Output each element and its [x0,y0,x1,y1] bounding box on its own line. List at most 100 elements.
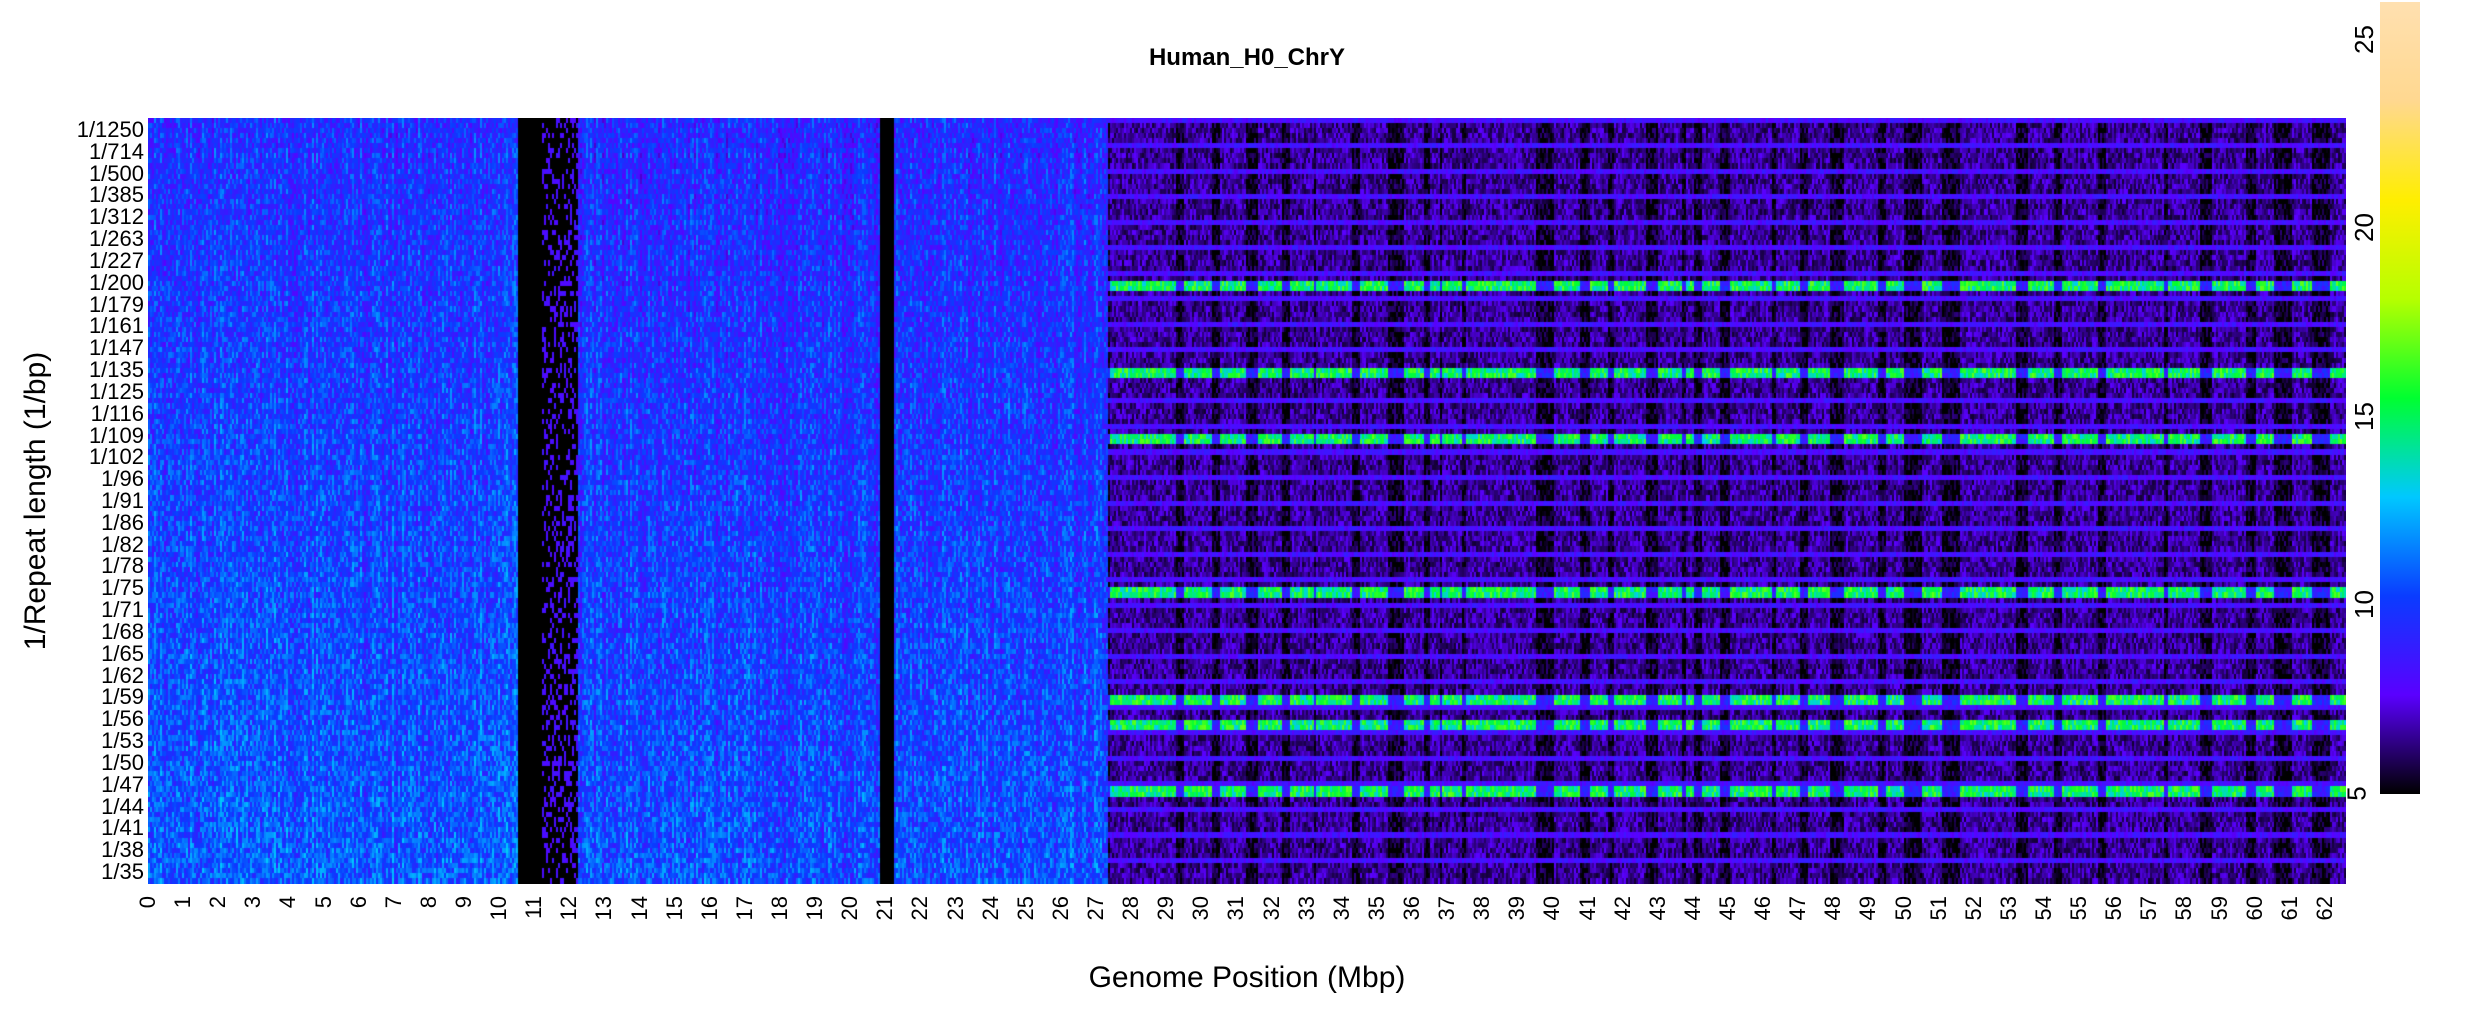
y-tick-label: 1/62 [101,662,144,688]
y-tick-label: 1/1250 [76,117,144,142]
y-tick-label: 1/714 [88,138,144,164]
heatmap-canvas [148,118,2346,884]
x-tick-label: 0 [135,896,160,909]
x-tick-label: 32 [1258,896,1284,921]
x-tick-label: 28 [1118,896,1144,921]
y-tick-label: 1/102 [88,444,144,470]
y-tick-label: 1/263 [88,226,144,252]
x-tick-label: 22 [907,896,933,921]
colorbar-tick-label: 15 [2348,401,2379,431]
colorbar [2380,2,2420,794]
x-tick-label: 44 [1679,896,1705,921]
y-tick-label: 1/68 [101,618,144,644]
y-tick-label: 1/78 [101,553,144,579]
y-tick-label: 1/161 [88,313,144,339]
y-tick-label: 1/53 [101,728,144,754]
x-tick-label: 3 [240,896,266,909]
x-tick-label: 61 [2276,896,2302,921]
y-tick-label: 1/56 [101,706,144,732]
y-tick-label: 1/41 [101,815,144,841]
x-tick-label: 13 [591,896,617,921]
x-tick-label: 12 [556,896,582,921]
colorbar-tick-label: 5 [2341,786,2372,801]
x-tick-label: 27 [1083,896,1109,921]
x-axis-label: Genome Position (Mbp) [1088,961,1406,994]
x-tick-label: 43 [1644,896,1670,921]
x-tick-label: 55 [2066,896,2092,921]
y-tick-label: 1/179 [88,291,144,317]
x-tick-label: 8 [415,896,441,909]
y-tick-label: 1/59 [101,684,144,710]
x-tick-label: 1 [170,896,196,909]
x-tick-label: 54 [2031,896,2057,921]
y-tick-label: 1/135 [88,357,144,383]
y-tick-label: 1/71 [101,597,144,623]
x-tick-label: 56 [2101,896,2127,921]
x-tick-label: 36 [1399,896,1425,921]
x-tick-label: 14 [626,896,652,921]
y-tick-label: 1/96 [101,466,144,492]
y-axis-label: 1/Repeat length (1/bp) [19,351,52,651]
x-tick-label: 30 [1188,896,1214,921]
y-tick-label: 1/35 [101,859,144,884]
x-tick-label: 57 [2136,896,2162,921]
x-tick-label: 15 [661,896,687,921]
y-tick-label: 1/125 [88,378,144,404]
colorbar-tick-label: 25 [2348,24,2379,54]
x-tick-label: 25 [1012,896,1038,921]
y-tick-label: 1/50 [101,749,144,775]
x-tick-label: 18 [767,896,792,921]
x-tick-label: 59 [2206,896,2232,921]
y-tick-label: 1/47 [101,771,144,797]
x-tick-label: 16 [696,896,722,921]
x-tick-label: 50 [1890,896,1916,921]
x-tick-label: 11 [521,896,547,919]
x-tick-label: 10 [486,896,512,921]
x-tick-label: 45 [1715,896,1741,921]
y-tick-label: 1/116 [90,400,144,426]
y-tick-label: 1/65 [101,640,144,666]
x-tick-label: 26 [1047,896,1073,921]
y-tick-label: 1/75 [101,575,144,601]
chart-title: Human_H0_ChrY [1148,44,1346,71]
x-tick-label: 60 [2241,896,2267,921]
x-tick-label: 9 [451,896,476,909]
x-tick-label: 20 [837,896,863,921]
y-tick-label: 1/500 [88,160,144,186]
x-tick-label: 21 [872,896,898,921]
x-tick-label: 62 [2311,896,2337,921]
x-tick-label: 58 [2171,896,2197,921]
y-tick-label: 1/200 [88,269,144,295]
x-tick-label: 33 [1293,896,1319,921]
x-tick-label: 17 [731,896,757,921]
x-tick-label: 34 [1328,896,1354,921]
y-tick-label: 1/44 [101,793,144,819]
x-tick-label: 47 [1785,896,1811,921]
x-tick-label: 7 [380,896,406,909]
x-tick-label: 52 [1960,896,1986,921]
x-tick-label: 23 [942,896,968,921]
x-tick-label: 42 [1609,896,1635,921]
x-tick-label: 40 [1539,896,1565,921]
x-tick-label: 29 [1153,896,1179,921]
x-tick-label: 31 [1223,896,1249,921]
x-tick-label: 53 [1995,896,2021,921]
y-tick-label: 1/86 [101,509,144,535]
x-tick-label: 35 [1363,896,1389,921]
y-tick-label: 1/227 [88,247,144,273]
x-tick-label: 41 [1574,896,1600,921]
x-tick-label: 38 [1469,896,1495,921]
colorbar-tick-label: 20 [2348,213,2379,243]
x-tick-label: 49 [1855,896,1881,921]
x-tick-label: 4 [275,896,301,909]
y-tick-label: 1/91 [101,488,144,513]
y-tick-label: 1/147 [88,335,144,361]
x-tick-label: 39 [1504,896,1530,921]
x-tick-label: 48 [1820,896,1846,921]
y-tick-label: 1/38 [101,837,144,863]
colorbar-tick-label: 10 [2348,590,2379,620]
y-tick-label: 1/82 [101,531,144,557]
x-tick-label: 2 [205,896,231,909]
x-tick-label: 51 [1925,896,1951,921]
x-tick-label: 24 [977,896,1003,921]
